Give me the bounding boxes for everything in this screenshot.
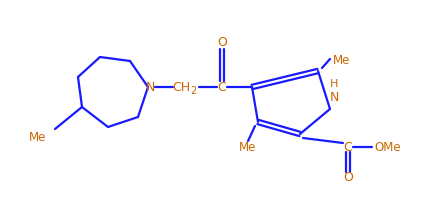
Text: Me: Me <box>239 141 256 154</box>
Text: Me: Me <box>333 53 350 66</box>
Text: O: O <box>216 35 226 48</box>
Text: H: H <box>329 79 337 89</box>
Text: C: C <box>343 141 351 154</box>
Text: CH: CH <box>172 81 190 94</box>
Text: OMe: OMe <box>374 141 400 154</box>
Text: N: N <box>328 91 338 104</box>
Text: O: O <box>342 171 352 184</box>
Text: C: C <box>217 81 226 94</box>
Text: N: N <box>145 81 154 94</box>
Text: Me: Me <box>29 131 46 144</box>
Text: 2: 2 <box>190 86 196 95</box>
